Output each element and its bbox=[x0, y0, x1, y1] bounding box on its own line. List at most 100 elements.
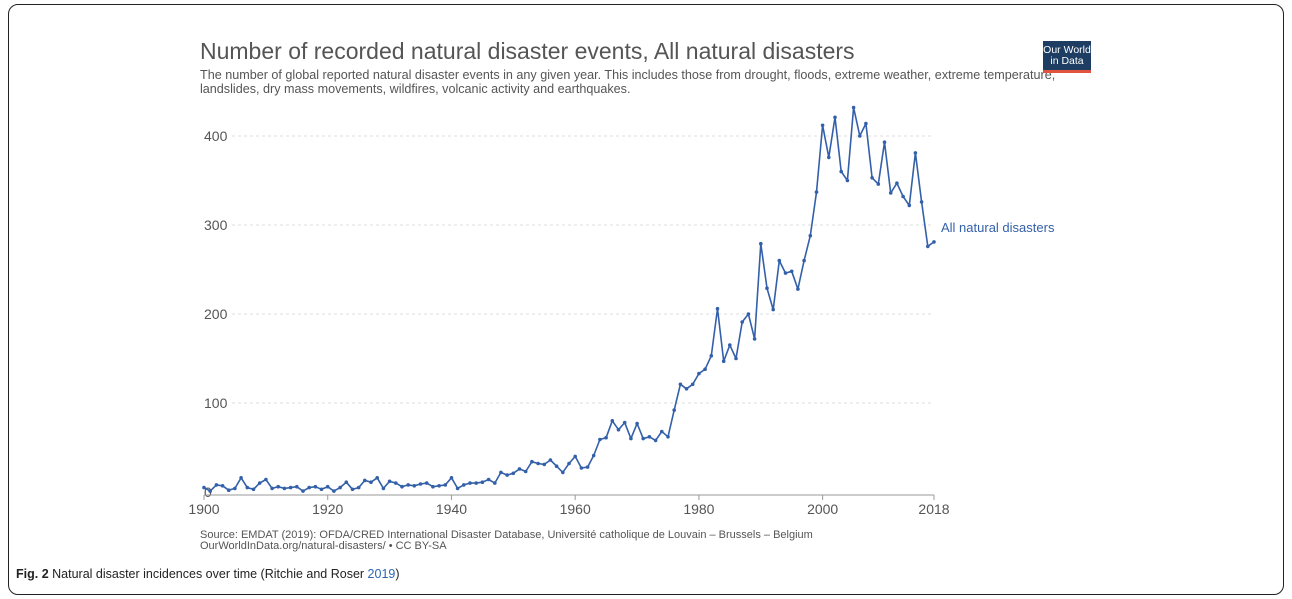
caption-close: ) bbox=[395, 567, 400, 581]
data-point bbox=[561, 470, 565, 475]
data-point bbox=[752, 337, 757, 341]
data-point bbox=[882, 140, 887, 144]
data-point bbox=[424, 481, 429, 485]
gridlines bbox=[232, 135, 934, 404]
data-point bbox=[344, 480, 349, 485]
figure-frame bbox=[8, 4, 1284, 595]
data-point bbox=[536, 461, 540, 466]
data-point bbox=[721, 359, 726, 364]
data-point bbox=[678, 382, 683, 387]
data-point bbox=[480, 480, 485, 485]
data-point bbox=[350, 487, 355, 492]
data-point bbox=[375, 476, 380, 480]
owid-logo-line1: Our World bbox=[1043, 44, 1091, 56]
data-point bbox=[858, 134, 862, 138]
data-point bbox=[437, 484, 441, 488]
data-point bbox=[765, 286, 769, 291]
series-layer: All natural disasters bbox=[202, 105, 1055, 493]
data-point bbox=[486, 477, 491, 482]
data-point bbox=[759, 241, 763, 246]
data-point bbox=[319, 487, 324, 492]
data-point bbox=[251, 487, 256, 492]
data-point bbox=[208, 489, 212, 493]
data-point bbox=[462, 483, 466, 487]
data-point bbox=[709, 354, 714, 358]
data-point bbox=[338, 485, 342, 490]
figure-caption: Fig. 2 Natural disaster incidences over … bbox=[16, 567, 400, 581]
data-point bbox=[789, 269, 794, 274]
data-point bbox=[276, 484, 281, 489]
data-point bbox=[888, 191, 893, 195]
data-point bbox=[703, 367, 707, 372]
y-tick-label: 100 bbox=[204, 395, 228, 411]
data-point bbox=[734, 356, 738, 361]
data-point bbox=[610, 419, 615, 423]
x-tick-label: 2018 bbox=[918, 501, 949, 517]
data-point bbox=[573, 454, 577, 459]
data-point bbox=[307, 485, 312, 490]
data-point bbox=[919, 200, 924, 204]
data-point bbox=[913, 151, 918, 155]
data-point bbox=[697, 371, 701, 376]
data-point bbox=[511, 471, 516, 476]
data-point bbox=[802, 258, 806, 263]
data-point bbox=[282, 486, 287, 491]
y-tick-label: 300 bbox=[204, 217, 228, 233]
data-point bbox=[591, 453, 596, 458]
data-point bbox=[579, 466, 584, 470]
y-tick-label: 0 bbox=[204, 484, 212, 500]
data-point bbox=[474, 481, 479, 485]
data-point bbox=[325, 484, 330, 489]
data-point bbox=[220, 484, 225, 488]
data-point bbox=[387, 479, 392, 484]
data-point bbox=[245, 485, 250, 490]
data-point bbox=[641, 436, 645, 441]
data-point bbox=[895, 181, 899, 185]
data-point bbox=[202, 485, 206, 490]
data-point bbox=[548, 458, 553, 462]
data-point bbox=[629, 436, 633, 441]
x-tick-label: 1920 bbox=[312, 501, 343, 517]
data-point bbox=[845, 178, 850, 183]
data-point bbox=[214, 483, 219, 487]
data-point bbox=[270, 486, 274, 491]
data-point bbox=[715, 306, 720, 311]
owid-logo-line2: in Data bbox=[1050, 55, 1084, 67]
data-point bbox=[740, 320, 744, 324]
x-tick-label: 1980 bbox=[683, 501, 714, 517]
data-point bbox=[876, 182, 881, 186]
data-point bbox=[746, 312, 751, 316]
data-point bbox=[363, 478, 367, 483]
series-line bbox=[203, 106, 935, 492]
data-point bbox=[332, 489, 336, 493]
data-point bbox=[585, 465, 590, 469]
data-point bbox=[622, 420, 627, 425]
axes: 0 100 200 300 400 1900 1920 1940 1960 1980 2000 201… bbox=[188, 128, 949, 517]
data-point bbox=[684, 387, 689, 391]
data-point bbox=[690, 382, 695, 387]
data-point bbox=[394, 481, 398, 485]
data-point bbox=[301, 489, 305, 493]
data-point bbox=[517, 467, 522, 471]
chart-title: Number of recorded natural disaster even… bbox=[200, 38, 855, 64]
data-point bbox=[313, 484, 318, 489]
data-point bbox=[233, 486, 237, 491]
x-tick-label: 2000 bbox=[807, 501, 838, 517]
data-point bbox=[653, 438, 658, 443]
data-point bbox=[666, 435, 670, 439]
caption-text: Natural disaster incidences over time (R… bbox=[48, 567, 368, 581]
data-point bbox=[455, 486, 460, 491]
data-point bbox=[616, 427, 621, 432]
data-point bbox=[907, 203, 912, 208]
data-point bbox=[728, 343, 732, 347]
data-point bbox=[814, 190, 819, 194]
data-point bbox=[400, 484, 404, 489]
data-point bbox=[926, 244, 930, 249]
data-point bbox=[431, 484, 435, 489]
data-point bbox=[820, 123, 825, 128]
citation-link[interactable]: 2019 bbox=[367, 567, 396, 581]
source-line-1: Source: EMDAT (2019): OFDA/CRED Internat… bbox=[200, 529, 813, 541]
data-point bbox=[356, 485, 361, 490]
data-point bbox=[468, 481, 472, 485]
data-point bbox=[406, 483, 411, 487]
